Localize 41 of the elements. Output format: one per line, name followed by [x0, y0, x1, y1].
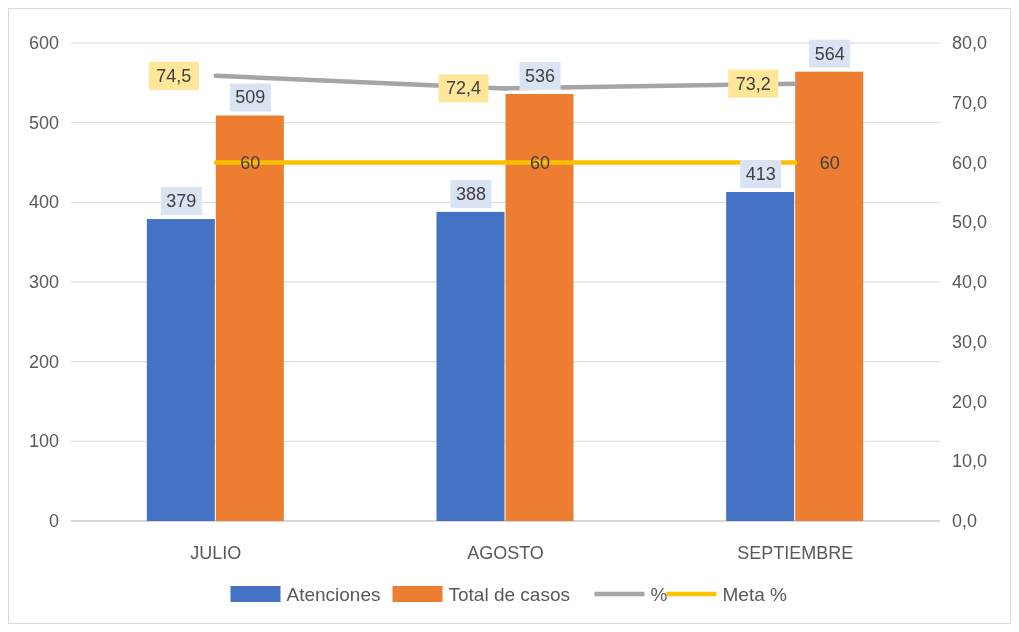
data-label: 60 [819, 152, 840, 173]
y2-tick-label: 40,0 [952, 272, 988, 292]
legend-label: % [650, 584, 668, 605]
data-label: 379 [166, 191, 197, 212]
y2-tick-label: 70,0 [952, 92, 988, 113]
bar [146, 219, 215, 521]
y2-tick-label: 10,0 [952, 451, 988, 472]
y2-tick-label: 80,0 [952, 33, 988, 53]
x-tick-label: AGOSTO [467, 543, 544, 563]
data-label: 72,4 [445, 78, 482, 99]
y-tick-label: 0 [48, 511, 59, 531]
bar [215, 115, 284, 521]
y-tick-label: 300 [28, 272, 59, 292]
legend-label: Total de casos [448, 584, 570, 605]
data-label: 73,2 [735, 73, 771, 94]
y-tick-label: 100 [28, 431, 59, 452]
data-label: 74,5 [156, 65, 192, 86]
bar [505, 93, 574, 521]
y2-tick-label: 50,0 [952, 212, 988, 233]
data-label: 60 [529, 152, 551, 173]
y-tick-label: 200 [28, 351, 59, 372]
bar [436, 211, 505, 521]
y2-tick-label: 20,0 [952, 391, 988, 412]
x-tick-label: JULIO [190, 543, 242, 563]
data-label: 413 [745, 163, 776, 184]
data-label: 60 [240, 152, 261, 173]
y2-tick-label: 0,0 [952, 511, 978, 531]
y-tick-label: 600 [28, 33, 59, 53]
legend-label: Atenciones [286, 584, 381, 605]
data-label: 536 [524, 65, 556, 86]
x-tick-label: SEPTIEMBRE [737, 543, 854, 563]
y-tick-label: 400 [28, 192, 59, 213]
y-tick-label: 500 [28, 112, 59, 133]
legend-label: Meta % [722, 584, 788, 605]
bar [795, 71, 864, 521]
y2-tick-label: 30,0 [952, 331, 988, 352]
data-label: 509 [235, 87, 266, 108]
y2-tick-label: 60,0 [952, 152, 988, 173]
bar [726, 191, 795, 521]
data-label: 388 [455, 183, 487, 204]
data-label: 564 [814, 43, 845, 64]
